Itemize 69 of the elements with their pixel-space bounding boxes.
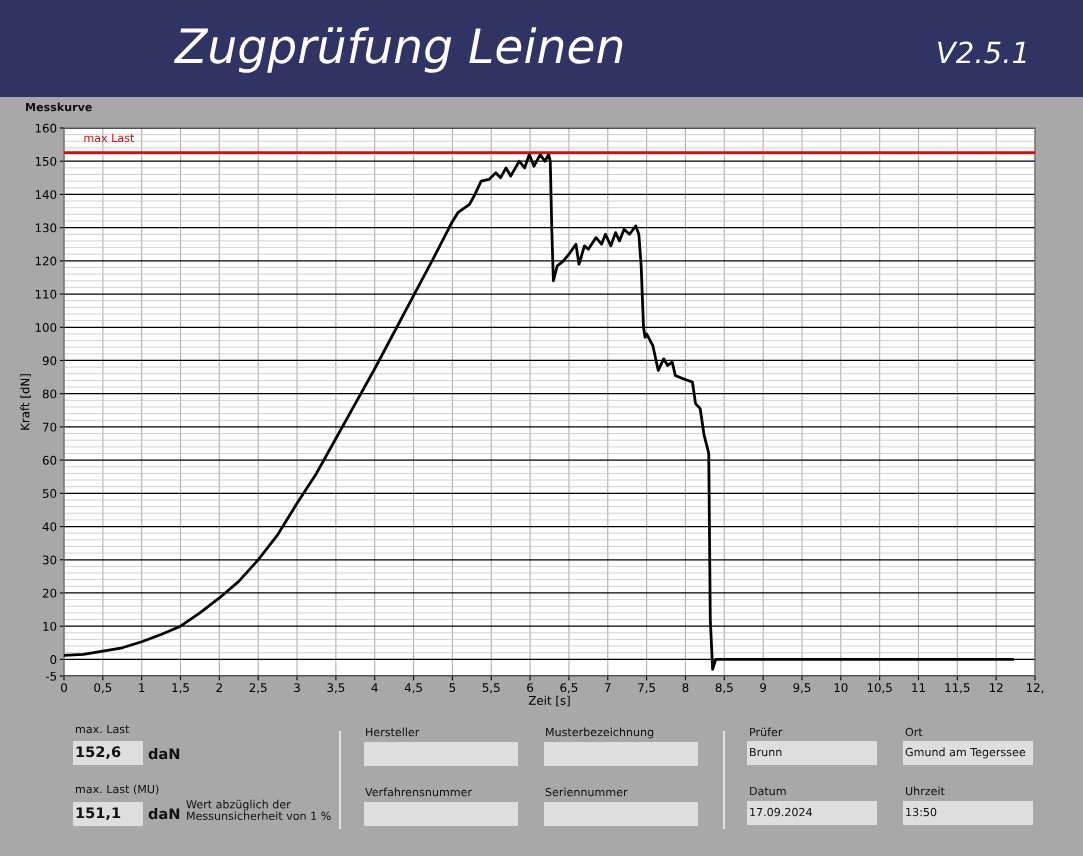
x-tick-label: 4 [371,683,378,692]
x-tick-label: 9,5 [793,683,811,694]
text: 152,6 [76,746,121,760]
ref-line-label: max Last [84,133,135,143]
y-tick-label: 0 [50,655,57,665]
text: Wert abzüglich der Messunsicherheit von 1 % [186,799,331,821]
text: 151,1 [76,807,121,821]
text: daN [148,807,180,820]
text: daN [148,747,180,760]
x-tick-label: 11,5 [945,683,970,694]
text: Brunn [750,747,782,757]
x-tick-label: 7 [604,683,611,692]
x-tick-label: 1,5 [172,683,189,694]
text: max. Last [76,724,130,734]
x-tick-label: 8,5 [715,683,733,694]
text: Gmund am Tegerssee [905,747,1026,759]
y-tick-label: 80 [42,389,57,399]
text: Hersteller [366,727,420,737]
y-tick-label: 40 [42,522,57,532]
y-tick-label: 20 [42,588,57,598]
text: Datum [750,786,786,796]
y-tick-label: 140 [35,190,57,200]
x-tick-label: 9 [760,683,767,693]
x-tick-label: 10,5 [867,683,892,694]
text: 13:50 [906,807,937,817]
x-tick-label: 1 [139,683,145,692]
y-axis-title: Kraft [dN] [20,374,31,430]
x-tick-label: 8 [682,683,689,693]
x-tick-label: 5,5 [482,683,500,694]
x-tick-label: 4,5 [404,683,422,694]
y-tick-label: 120 [35,256,57,266]
x-tick-label: 12, [1026,683,1044,694]
x-axis-title: Zeit [s] [528,695,570,707]
y-tick-label: 100 [35,323,57,332]
x-tick-label: 0 [61,683,67,693]
y-tick-label: 10 [43,621,57,631]
x-tick-label: 6 [527,683,534,693]
x-tick-label: 3 [294,683,300,693]
text: Messkurve [26,102,92,112]
y-tick-label: 50 [42,489,57,498]
text: 17.09.2024 [750,807,812,817]
y-tick-label: 130 [35,223,57,233]
text: Seriennummer [545,787,628,797]
text: Uhrzeit [905,786,945,796]
text: Prüfer [750,727,783,737]
y-tick-label: -5 [45,671,57,681]
chart-title: Zugprüfung Leinen [173,27,623,73]
x-tick-label: 6,5 [560,683,578,694]
text: Musterbezeichnung [546,727,654,739]
chart-subtitle: V2.5.1 [938,41,1026,64]
y-tick-label: 160 [35,123,57,133]
text: max. Last (MU) [76,784,159,795]
x-tick-label: 7,5 [638,683,655,694]
text: Verfahrensnummer [365,787,473,797]
y-tick-label: 90 [42,356,57,366]
x-tick-label: 10 [834,683,848,693]
x-tick-label: 12 [989,683,1003,692]
x-tick-label: 2 [216,683,222,692]
y-tick-label: 70 [43,422,57,432]
x-tick-label: 11 [912,683,925,692]
x-tick-label: 0,5 [94,683,112,694]
text: Ort [905,727,923,737]
x-tick-label: 5 [449,683,456,693]
y-tick-label: 110 [35,289,57,299]
y-tick-label: 60 [42,455,57,465]
x-tick-label: 3,5 [327,683,345,694]
y-tick-label: 30 [42,555,57,565]
x-tick-label: 2,5 [249,683,267,694]
y-tick-label: 150 [35,156,57,166]
